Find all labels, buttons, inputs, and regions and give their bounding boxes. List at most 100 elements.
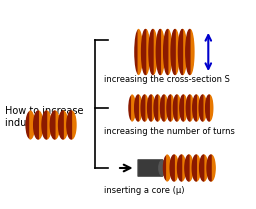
Text: increasing the number of turns: increasing the number of turns: [104, 127, 235, 136]
Polygon shape: [149, 29, 153, 74]
Ellipse shape: [42, 111, 51, 139]
Ellipse shape: [59, 111, 68, 139]
Ellipse shape: [171, 29, 179, 74]
Ellipse shape: [207, 155, 215, 181]
Polygon shape: [178, 29, 183, 74]
Polygon shape: [177, 95, 180, 121]
Polygon shape: [63, 111, 68, 139]
Polygon shape: [211, 155, 215, 181]
Polygon shape: [192, 155, 196, 181]
Text: How to increase
inductance L?: How to increase inductance L?: [5, 106, 83, 128]
Polygon shape: [182, 155, 186, 181]
Polygon shape: [50, 111, 55, 139]
Ellipse shape: [167, 95, 174, 121]
Polygon shape: [164, 95, 168, 121]
Polygon shape: [200, 155, 204, 181]
Polygon shape: [135, 95, 138, 121]
Ellipse shape: [170, 155, 178, 181]
Ellipse shape: [206, 95, 213, 121]
Polygon shape: [171, 29, 175, 74]
Ellipse shape: [142, 29, 150, 74]
Ellipse shape: [50, 111, 59, 139]
Polygon shape: [183, 95, 187, 121]
Polygon shape: [55, 111, 59, 139]
Ellipse shape: [186, 95, 194, 121]
Polygon shape: [148, 95, 151, 121]
Polygon shape: [141, 95, 145, 121]
Polygon shape: [180, 95, 183, 121]
Polygon shape: [167, 95, 170, 121]
Polygon shape: [145, 95, 148, 121]
Ellipse shape: [67, 111, 76, 139]
Ellipse shape: [161, 95, 168, 121]
Polygon shape: [160, 29, 164, 74]
Ellipse shape: [128, 95, 135, 121]
Polygon shape: [59, 111, 63, 139]
Ellipse shape: [180, 95, 187, 121]
Polygon shape: [177, 155, 182, 181]
Polygon shape: [175, 29, 179, 74]
Polygon shape: [183, 29, 187, 74]
Polygon shape: [185, 155, 189, 181]
Ellipse shape: [178, 29, 187, 74]
Text: inserting a core (μ): inserting a core (μ): [104, 186, 185, 195]
Polygon shape: [161, 95, 164, 121]
Polygon shape: [203, 95, 206, 121]
Polygon shape: [42, 111, 47, 139]
Polygon shape: [146, 29, 150, 74]
Polygon shape: [138, 29, 142, 74]
Ellipse shape: [25, 111, 35, 139]
Ellipse shape: [141, 95, 148, 121]
Polygon shape: [151, 95, 155, 121]
Ellipse shape: [177, 155, 186, 181]
Polygon shape: [206, 95, 209, 121]
Polygon shape: [67, 111, 71, 139]
Polygon shape: [132, 95, 135, 121]
Ellipse shape: [34, 111, 43, 139]
Ellipse shape: [134, 29, 142, 74]
Polygon shape: [167, 155, 171, 181]
Polygon shape: [170, 155, 174, 181]
Polygon shape: [207, 155, 211, 181]
Polygon shape: [193, 95, 196, 121]
Ellipse shape: [173, 95, 180, 121]
Polygon shape: [190, 95, 194, 121]
Ellipse shape: [200, 155, 208, 181]
Polygon shape: [168, 29, 172, 74]
Polygon shape: [209, 95, 213, 121]
Ellipse shape: [148, 95, 155, 121]
Polygon shape: [34, 111, 38, 139]
Polygon shape: [190, 29, 194, 74]
Ellipse shape: [154, 95, 161, 121]
Polygon shape: [199, 95, 203, 121]
Polygon shape: [164, 29, 168, 74]
Ellipse shape: [186, 29, 194, 74]
Polygon shape: [189, 155, 193, 181]
Polygon shape: [158, 95, 161, 121]
Ellipse shape: [192, 155, 200, 181]
Text: increasing the cross-section S: increasing the cross-section S: [104, 75, 230, 84]
FancyBboxPatch shape: [138, 159, 163, 176]
Polygon shape: [186, 29, 190, 74]
Ellipse shape: [149, 29, 157, 74]
Ellipse shape: [164, 29, 172, 74]
Polygon shape: [156, 29, 160, 74]
Ellipse shape: [163, 155, 171, 181]
Ellipse shape: [199, 95, 206, 121]
Ellipse shape: [193, 95, 200, 121]
Polygon shape: [30, 111, 35, 139]
Polygon shape: [170, 95, 174, 121]
Polygon shape: [154, 95, 158, 121]
Polygon shape: [71, 111, 76, 139]
Polygon shape: [47, 111, 51, 139]
Polygon shape: [173, 95, 177, 121]
Polygon shape: [142, 29, 146, 74]
Polygon shape: [204, 155, 208, 181]
Ellipse shape: [135, 95, 142, 121]
Polygon shape: [186, 95, 190, 121]
Polygon shape: [38, 111, 43, 139]
Polygon shape: [138, 95, 142, 121]
Ellipse shape: [185, 155, 193, 181]
Polygon shape: [196, 155, 200, 181]
Polygon shape: [196, 95, 200, 121]
